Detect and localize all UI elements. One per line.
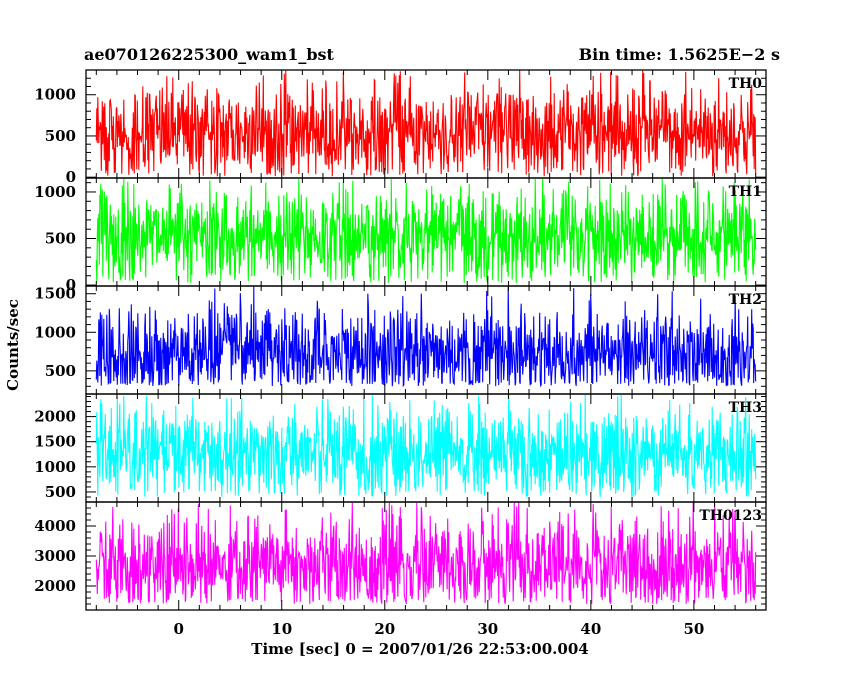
y-tick-label: 500 [45,362,76,380]
panel-th2: 500 1000 1500 TH2 [34,285,767,395]
panel-th1: 0 500 1000 TH1 [34,177,767,294]
series-line-th3 [95,394,757,498]
x-tick-label: 10 [271,620,292,638]
x-axis-label: Time [sec] 0 = 2007/01/26 22:53:00.004 [251,640,588,658]
y-tick-label: 1500 [34,285,76,303]
series-line-th0 [95,70,757,177]
y-tick-label: 0 [66,276,76,294]
y-tick-label: 500 [45,127,76,145]
series-line-th0123 [95,502,757,605]
x-tick-label: 30 [477,620,498,638]
y-tick-label: 1500 [34,433,76,451]
panel-th0123: 2000 3000 4000 TH0123 [34,501,767,611]
x-tick-label: 50 [683,620,704,638]
y-tick-label: 500 [45,230,76,248]
y-tick-label: 500 [45,483,76,501]
y-tick-label: 2000 [34,408,76,426]
y-tick-label: 2000 [34,577,76,595]
series-line-th2 [95,286,757,388]
panel-name-th3: TH3 [729,400,762,416]
y-tick-label: 0 [66,168,76,186]
panel-name-th0: TH0 [729,76,763,92]
panel-name-th2: TH2 [729,292,762,308]
bin-time-label: Bin time: 1.5625E−2 s [579,45,780,64]
y-tick-label: 3000 [34,547,76,565]
series-line-th1 [95,178,757,283]
x-tick-label: 20 [374,620,395,638]
x-tick-label: 40 [580,620,601,638]
panel-name-th1: TH1 [729,184,762,200]
chart-title: ae070126225300_wam1_bst [84,45,335,64]
panel-th3: 500 1000 1500 2000 TH3 [34,393,767,503]
y-axis-label: Counts/sec [4,299,22,391]
panel-th0: 0 500 1000 TH0 [34,69,767,186]
x-tick-label: 0 [174,620,184,638]
y-tick-label: 1000 [34,86,76,104]
y-tick-label: 4000 [34,517,76,535]
y-tick-label: 1000 [34,458,76,476]
y-tick-label: 1000 [34,183,76,201]
panel-name-th0123: TH0123 [699,508,762,524]
y-tick-label: 1000 [34,323,76,341]
